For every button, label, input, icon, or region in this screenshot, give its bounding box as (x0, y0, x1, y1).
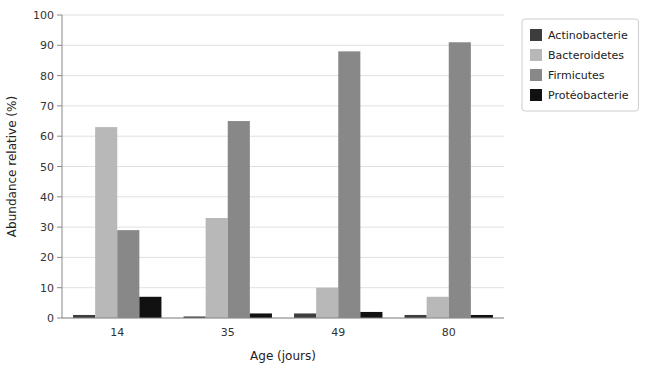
y-tick-label: 90 (40, 39, 54, 52)
chart-container: 0 10 20 30 40 50 60 70 80 90 100 14 35 49 80 Age (jours… (0, 0, 654, 370)
y-tick (57, 166, 62, 167)
grid-line (62, 318, 504, 319)
grid-line (62, 105, 504, 106)
grid (62, 15, 504, 318)
y-tick-label: 80 (40, 70, 54, 83)
legend-swatch (530, 69, 542, 81)
y-tick (57, 196, 62, 197)
y-tick (57, 105, 62, 106)
bar (95, 127, 117, 318)
y-tick (57, 136, 62, 137)
bar (228, 121, 250, 318)
y-axis-line (62, 15, 63, 318)
bar (250, 313, 272, 318)
bars (73, 42, 493, 318)
y-tick (57, 45, 62, 46)
y-tick-label: 30 (40, 221, 54, 234)
legend: Actinobacterie Bacteroidetes Firmicutes Pro… (522, 19, 638, 111)
grid-line (62, 75, 504, 76)
y-tick-label: 10 (40, 282, 54, 295)
bar (316, 288, 338, 318)
y-tick-label: 60 (40, 130, 54, 143)
y-tick-label: 100 (33, 9, 54, 22)
legend-swatch (530, 49, 542, 61)
bar (427, 297, 449, 318)
bar (206, 218, 228, 318)
y-tick (57, 287, 62, 288)
x-tick-label: 14 (110, 326, 124, 339)
y-tick-label: 70 (40, 100, 54, 113)
x-tick-label: 35 (221, 326, 235, 339)
bar (360, 312, 382, 318)
legend-box (522, 19, 638, 111)
y-tick (57, 15, 62, 16)
y-tick-label: 50 (40, 161, 54, 174)
grid-line (62, 15, 504, 16)
y-tick (57, 75, 62, 76)
y-tick-label: 40 (40, 191, 54, 204)
y-tick (57, 318, 62, 319)
bar (294, 313, 316, 318)
axes: 14 35 49 80 (62, 15, 504, 339)
y-tick (57, 257, 62, 258)
x-tick-label: 49 (331, 326, 345, 339)
x-axis-title: Age (jours) (250, 349, 316, 363)
bar (449, 42, 471, 318)
grid-line (62, 136, 504, 137)
legend-swatch (530, 89, 542, 101)
x-axis-line (62, 318, 504, 319)
legend-label: Protéobacterie (548, 89, 629, 102)
chart: 0 10 20 30 40 50 60 70 80 90 100 14 35 49 80 Age (jours… (0, 0, 654, 370)
y-axis-title: Abundance relative (%) (5, 96, 19, 237)
legend-swatch (530, 29, 542, 41)
legend-label: Actinobacterie (548, 29, 628, 42)
grid-line (62, 227, 504, 228)
bar (117, 230, 139, 318)
y-tick-label: 20 (40, 251, 54, 264)
legend-label: Firmicutes (548, 69, 605, 82)
grid-line (62, 166, 504, 167)
x-tick-label: 80 (442, 326, 456, 339)
bar (139, 297, 161, 318)
grid-line (62, 196, 504, 197)
bar (338, 51, 360, 318)
y-tick-label: 0 (47, 312, 54, 325)
y-ticks: 0 10 20 30 40 50 60 70 80 90 100 (33, 9, 62, 325)
y-tick (57, 227, 62, 228)
legend-label: Bacteroidetes (548, 49, 624, 62)
grid-line (62, 45, 504, 46)
